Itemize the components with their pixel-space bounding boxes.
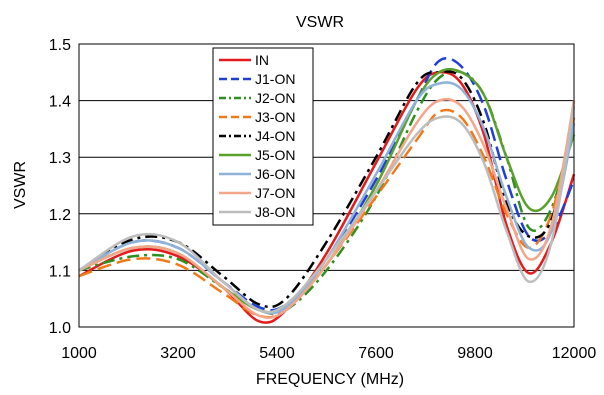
x-tick-label: 9800 (457, 345, 493, 362)
series-line-j2-on (78, 69, 576, 316)
y-tick-label: 1.0 (49, 320, 71, 337)
legend-label-j1-on: J1-ON (255, 71, 295, 87)
y-tick-label: 1.1 (49, 263, 71, 280)
chart-title: VSWR (296, 14, 344, 31)
x-tick-label: 7600 (358, 345, 394, 362)
legend-label-j2-on: J2-ON (255, 90, 295, 106)
legend-label-j3-on: J3-ON (255, 109, 295, 125)
legend-label-j5-on: J5-ON (255, 147, 295, 163)
series-line-j3-on (78, 108, 576, 319)
series-lines (78, 57, 576, 324)
legend-label-j4-on: J4-ON (255, 128, 295, 144)
y-axis-label: VSWR (12, 161, 29, 209)
x-tick-label: 3200 (160, 345, 196, 362)
x-tick-label: 1000 (61, 345, 97, 362)
x-tick-label: 12000 (552, 345, 597, 362)
x-axis-label: FREQUENCY (MHz) (256, 371, 404, 388)
series-line-j8-on (78, 106, 576, 314)
y-tick-label: 1.5 (49, 37, 71, 54)
x-tick-label: 5400 (259, 345, 295, 362)
y-tick-label: 1.2 (49, 207, 71, 224)
legend: IN J1-ON J2-ON J3-ON J4-ON J5-ON J6-ON J7-ON J8-… (212, 47, 314, 226)
x-tick-labels: 1000 3200 5400 7600 9800 12000 (61, 345, 596, 362)
y-tick-label: 1.4 (49, 94, 71, 111)
legend-label-j6-on: J6-ON (255, 166, 295, 182)
legend-label-j8-on: J8-ON (255, 204, 295, 220)
y-tick-labels: 1.0 1.1 1.2 1.3 1.4 1.5 (49, 37, 71, 337)
y-tick-label: 1.3 (49, 150, 71, 167)
legend-label-j7-on: J7-ON (255, 185, 295, 201)
series-line-j4-on (78, 70, 576, 309)
plot-area-frame (78, 43, 575, 328)
series-line-j7-on (78, 97, 576, 320)
legend-label-in: IN (255, 52, 269, 68)
